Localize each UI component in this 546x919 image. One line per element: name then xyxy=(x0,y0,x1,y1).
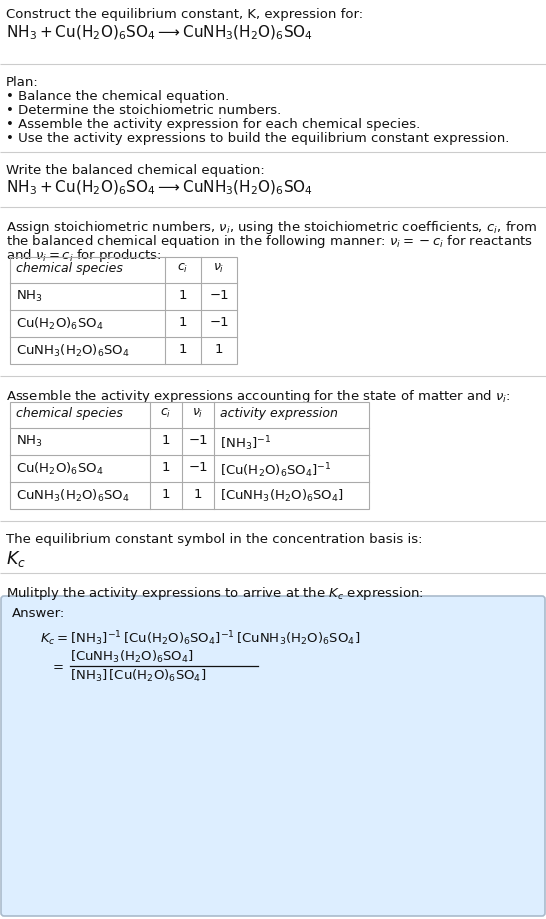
Text: 1: 1 xyxy=(179,343,187,356)
Text: $=$: $=$ xyxy=(50,659,64,672)
Text: 1: 1 xyxy=(162,488,170,501)
FancyBboxPatch shape xyxy=(1,596,545,916)
Text: $\mathrm{[NH_3]^{-1}}$: $\mathrm{[NH_3]^{-1}}$ xyxy=(220,434,271,453)
Bar xyxy=(10,402,369,509)
Text: $\mathrm{Cu(H_2O)_6SO_4}$: $\mathrm{Cu(H_2O)_6SO_4}$ xyxy=(16,461,103,477)
Text: −1: −1 xyxy=(209,289,229,302)
Text: • Assemble the activity expression for each chemical species.: • Assemble the activity expression for e… xyxy=(6,118,420,131)
Text: activity expression: activity expression xyxy=(220,407,338,420)
Bar xyxy=(10,257,237,364)
Text: $\mathrm{NH_3 + Cu(H_2O)_6SO_4 \longrightarrow CuNH_3(H_2O)_6SO_4}$: $\mathrm{NH_3 + Cu(H_2O)_6SO_4 \longrigh… xyxy=(6,24,313,42)
Text: and $\nu_i = c_i$ for products:: and $\nu_i = c_i$ for products: xyxy=(6,247,162,264)
Text: $K_c$: $K_c$ xyxy=(6,549,26,569)
Text: 1: 1 xyxy=(162,434,170,447)
Text: chemical species: chemical species xyxy=(16,407,123,420)
Text: • Use the activity expressions to build the equilibrium constant expression.: • Use the activity expressions to build … xyxy=(6,132,509,145)
Text: Construct the equilibrium constant, K, expression for:: Construct the equilibrium constant, K, e… xyxy=(6,8,363,21)
Text: $\mathrm{[CuNH_3(H_2O)_6SO_4]}$: $\mathrm{[CuNH_3(H_2O)_6SO_4]}$ xyxy=(220,488,344,505)
Text: The equilibrium constant symbol in the concentration basis is:: The equilibrium constant symbol in the c… xyxy=(6,533,423,546)
Text: −1: −1 xyxy=(188,434,208,447)
Text: Assemble the activity expressions accounting for the state of matter and $\nu_i$: Assemble the activity expressions accoun… xyxy=(6,388,511,405)
Text: $\nu_i$: $\nu_i$ xyxy=(192,407,204,420)
Text: $\mathrm{Cu(H_2O)_6SO_4}$: $\mathrm{Cu(H_2O)_6SO_4}$ xyxy=(16,316,103,332)
Text: $\mathrm{CuNH_3(H_2O)_6SO_4}$: $\mathrm{CuNH_3(H_2O)_6SO_4}$ xyxy=(16,488,130,505)
Text: the balanced chemical equation in the following manner: $\nu_i = -c_i$ for react: the balanced chemical equation in the fo… xyxy=(6,233,533,250)
Text: 1: 1 xyxy=(179,316,187,329)
Text: • Balance the chemical equation.: • Balance the chemical equation. xyxy=(6,90,229,103)
Text: $\mathrm{NH_3}$: $\mathrm{NH_3}$ xyxy=(16,434,43,449)
Text: $c_i$: $c_i$ xyxy=(161,407,171,420)
Text: $\mathrm{NH_3}$: $\mathrm{NH_3}$ xyxy=(16,289,43,304)
Text: Assign stoichiometric numbers, $\nu_i$, using the stoichiometric coefficients, $: Assign stoichiometric numbers, $\nu_i$, … xyxy=(6,219,537,236)
Text: $\mathrm{CuNH_3(H_2O)_6SO_4}$: $\mathrm{CuNH_3(H_2O)_6SO_4}$ xyxy=(16,343,130,359)
Text: $c_i$: $c_i$ xyxy=(177,262,188,275)
Text: • Determine the stoichiometric numbers.: • Determine the stoichiometric numbers. xyxy=(6,104,281,117)
Text: $\mathrm{[NH_3]\,[Cu(H_2O)_6SO_4]}$: $\mathrm{[NH_3]\,[Cu(H_2O)_6SO_4]}$ xyxy=(70,668,206,684)
Text: $K_c = \mathrm{[NH_3]^{-1}\,[Cu(H_2O)_6SO_4]^{-1}\,[CuNH_3(H_2O)_6SO_4]}$: $K_c = \mathrm{[NH_3]^{-1}\,[Cu(H_2O)_6S… xyxy=(40,629,360,648)
Text: 1: 1 xyxy=(194,488,202,501)
Text: Answer:: Answer: xyxy=(12,607,66,620)
Text: 1: 1 xyxy=(162,461,170,474)
Text: $\mathrm{[Cu(H_2O)_6SO_4]^{-1}}$: $\mathrm{[Cu(H_2O)_6SO_4]^{-1}}$ xyxy=(220,461,331,480)
Text: $\mathrm{[CuNH_3(H_2O)_6SO_4]}$: $\mathrm{[CuNH_3(H_2O)_6SO_4]}$ xyxy=(70,649,194,665)
Text: $\nu_i$: $\nu_i$ xyxy=(213,262,225,275)
Text: Write the balanced chemical equation:: Write the balanced chemical equation: xyxy=(6,164,265,177)
Text: $\mathrm{NH_3 + Cu(H_2O)_6SO_4 \longrightarrow CuNH_3(H_2O)_6SO_4}$: $\mathrm{NH_3 + Cu(H_2O)_6SO_4 \longrigh… xyxy=(6,179,313,198)
Text: 1: 1 xyxy=(179,289,187,302)
Text: 1: 1 xyxy=(215,343,223,356)
Text: Plan:: Plan: xyxy=(6,76,39,89)
Text: −1: −1 xyxy=(209,316,229,329)
Text: chemical species: chemical species xyxy=(16,262,123,275)
Text: −1: −1 xyxy=(188,461,208,474)
Text: Mulitply the activity expressions to arrive at the $K_c$ expression:: Mulitply the activity expressions to arr… xyxy=(6,585,424,602)
